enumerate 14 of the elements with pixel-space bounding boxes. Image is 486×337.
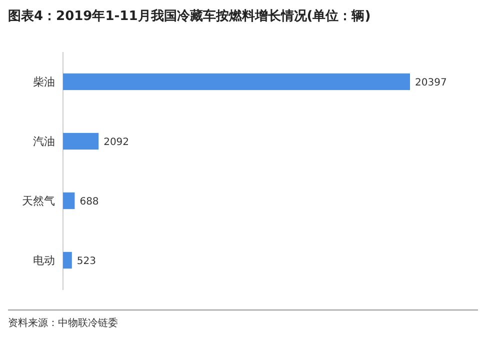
data-label: 688 xyxy=(80,196,99,208)
text: 资料来源：中物联冷链委 xyxy=(8,317,118,329)
bar xyxy=(63,252,72,269)
data-label: 523 xyxy=(76,256,96,267)
y-tick-label: 电动 xyxy=(33,254,55,268)
data-label: 20397 xyxy=(415,77,447,88)
chart-title: 图表4：2019年1-11月我国冷藏车按燃料增长情况(单位：辆) xyxy=(8,8,371,24)
y-tick-label: 汽油 xyxy=(33,135,55,148)
bar xyxy=(63,73,410,90)
data-label: 2092 xyxy=(104,136,130,148)
bar xyxy=(63,192,75,210)
bar xyxy=(63,132,99,150)
y-tick-label: 天然气 xyxy=(22,194,55,208)
y-tick-label: 柴油 xyxy=(33,76,55,89)
